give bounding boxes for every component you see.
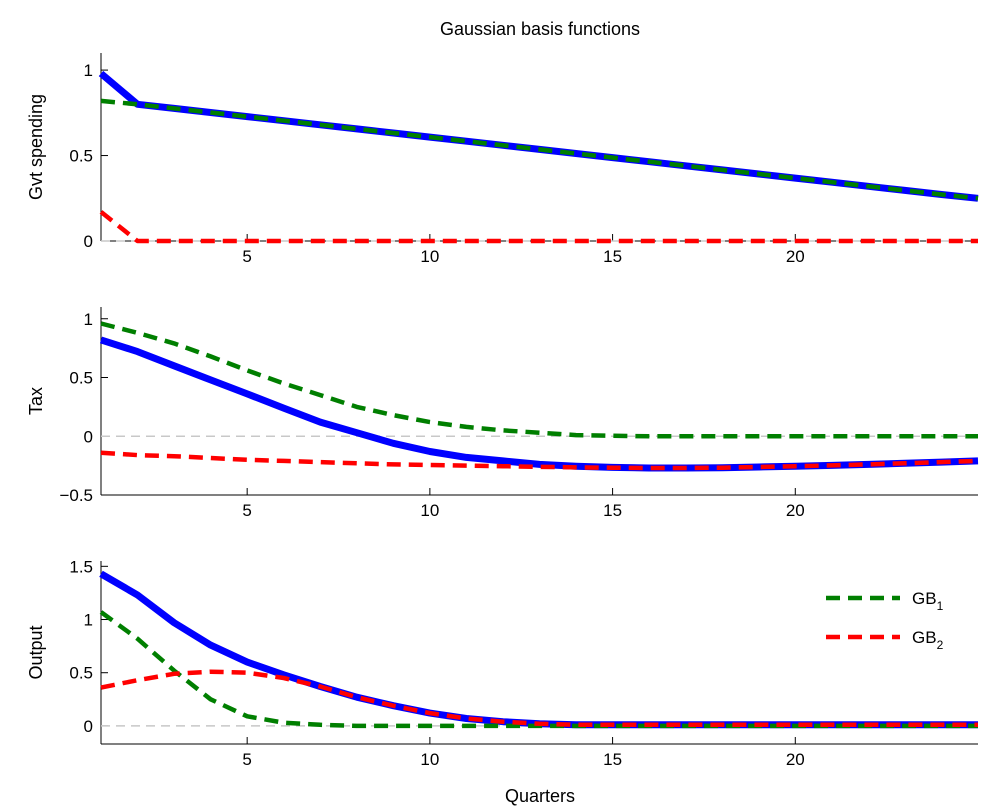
- panel-3: 0 0.5 1 1.5 5 10 15 20 Output: [26, 557, 978, 769]
- y-axis-label: Gvt spending: [26, 94, 46, 200]
- series-line-total: [99, 336, 979, 472]
- series-line-total: [99, 570, 978, 729]
- y-tick-label: 1: [84, 611, 93, 630]
- y-axis-label: Tax: [26, 387, 46, 415]
- legend-label: GB1: [912, 589, 944, 613]
- y-tick-label: 0.5: [69, 664, 93, 683]
- y-tick-label: 1: [84, 61, 93, 80]
- x-axis-label: Quarters: [505, 786, 575, 806]
- y-tick-label: 1.5: [69, 557, 93, 576]
- x-tick-label: 5: [242, 501, 251, 520]
- x-tick-label: 15: [603, 247, 622, 266]
- x-tick-label: 15: [603, 750, 622, 769]
- x-tick-label: 10: [420, 247, 439, 266]
- x-tick-label: 10: [420, 501, 439, 520]
- x-tick-label: 20: [786, 501, 805, 520]
- series-line-gb1: [99, 610, 978, 729]
- figure-title: Gaussian basis functions: [440, 19, 640, 39]
- y-axis-label: Output: [26, 625, 46, 679]
- x-tick-label: 20: [786, 247, 805, 266]
- y-tick-label: 0: [84, 717, 93, 736]
- x-tick-label: 10: [420, 750, 439, 769]
- series-line-gb2: [100, 450, 979, 471]
- legend-label-base: GB: [912, 589, 937, 608]
- y-tick-label: 1: [84, 310, 93, 329]
- x-tick-label: 5: [242, 750, 251, 769]
- y-tick-label: 0: [84, 232, 93, 251]
- series-line-gb1: [100, 98, 979, 201]
- series-line-total: [98, 70, 979, 202]
- x-tick-label: 15: [603, 501, 622, 520]
- y-tick-label: 0.5: [69, 369, 93, 388]
- y-tick-label: 0.5: [69, 147, 93, 166]
- legend-label-subscript: 2: [937, 638, 944, 652]
- series-line-gb1: [100, 321, 978, 439]
- series-line-gb2: [100, 669, 978, 728]
- y-tick-label: 0: [84, 427, 93, 446]
- legend-label-base: GB: [912, 628, 937, 647]
- x-tick-label: 5: [242, 247, 251, 266]
- x-tick-label: 20: [786, 750, 805, 769]
- series-line-gb2: [99, 210, 978, 244]
- legend-label-subscript: 1: [937, 599, 944, 613]
- y-tick-label: −0.5: [59, 486, 93, 505]
- legend-label: GB2: [912, 628, 944, 652]
